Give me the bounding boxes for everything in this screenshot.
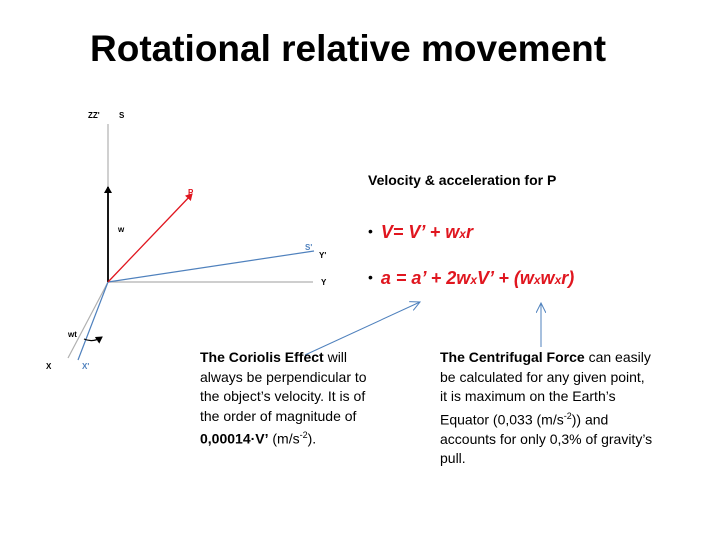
label-w: w xyxy=(117,225,125,234)
x-axis xyxy=(67,281,109,359)
position-vector-p xyxy=(107,193,193,283)
wt-angle-arc xyxy=(83,336,103,344)
label-wt: wt xyxy=(67,330,77,339)
label-s: S xyxy=(119,111,125,120)
velocity-equation: • V= V’ + wxr xyxy=(368,222,473,242)
x-prime-axis xyxy=(77,281,109,361)
slide-title: Rotational relative movement xyxy=(90,28,607,69)
bullet: • xyxy=(368,269,373,285)
coriolis-title: The Coriolis Effect xyxy=(200,349,324,365)
label-zz: ZZ' xyxy=(88,111,100,120)
label-y-prime: Y' xyxy=(319,251,326,260)
centrifugal-title: The Centrifugal Force xyxy=(440,349,585,365)
coriolis-note: The Coriolis Effect will always be perpe… xyxy=(200,349,367,447)
velocity-heading: Velocity & acceleration for P xyxy=(368,172,557,188)
label-p: P xyxy=(188,188,194,197)
label-x-prime: X' xyxy=(82,362,89,371)
label-y: Y xyxy=(321,278,327,287)
centrifugal-note: The Centrifugal Force can easily be calc… xyxy=(440,349,653,467)
acceleration-equation: • a = a’ + 2wxV’ + (wxwxr) xyxy=(368,268,575,288)
coriolis-value: 0,00014·V’ xyxy=(200,430,269,447)
y-prime-axis xyxy=(107,250,315,283)
bullet: • xyxy=(368,223,373,239)
coriolis-callout-arrow xyxy=(304,302,420,356)
label-x: X xyxy=(46,362,52,371)
label-s-prime: S' xyxy=(305,243,312,252)
